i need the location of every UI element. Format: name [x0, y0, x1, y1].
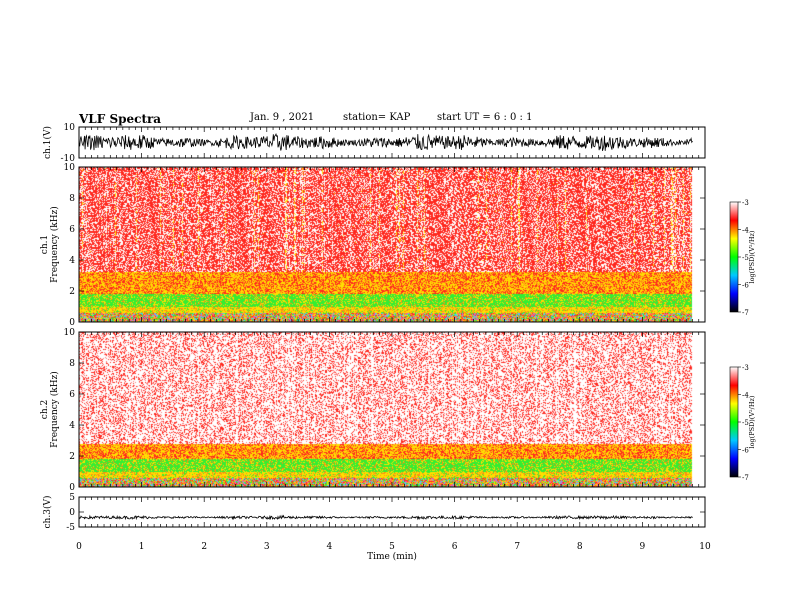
ch1-spectrogram-image [79, 167, 705, 322]
y-tick-label: 0 [69, 483, 75, 493]
chart-title: VLF Spectra [79, 112, 162, 126]
x-tick-label: 5 [389, 542, 395, 552]
colorbar-1 [729, 201, 739, 313]
y-tick-label: 10 [64, 328, 76, 338]
colorbar-label: log(PSD)(V²/Hz) [748, 230, 756, 283]
colorbar-tick-label: -3 [742, 199, 749, 207]
y-tick-label: 0 [69, 508, 75, 518]
start-ut-label: start UT = 6 : 0 : 1 [437, 112, 533, 123]
ch3-waveform-ylabel: ch.3(V) [42, 496, 53, 529]
station-label: station= KAP [343, 112, 411, 123]
y-tick-label: -5 [66, 523, 75, 533]
y-tick-label: 10 [64, 123, 76, 133]
y-tick-label: 8 [69, 194, 75, 204]
y-tick-label: 6 [69, 225, 75, 235]
y-tick-label: 4 [69, 421, 75, 431]
x-tick-label: 2 [201, 542, 207, 552]
y-tick-label: 2 [69, 452, 75, 462]
y-tick-label: 8 [69, 359, 75, 369]
ch1-spectrogram-ylabel: ch.1 [40, 235, 50, 254]
x-tick-label: 3 [264, 542, 270, 552]
y-tick-label: 4 [69, 256, 75, 266]
ch1-waveform-ylabel: ch.1(V) [42, 126, 53, 159]
colorbar-label: log(PSD)(V²/Hz) [748, 395, 756, 448]
y-tick-label: 6 [69, 390, 75, 400]
ch1-waveform-line [78, 132, 693, 152]
x-tick-label: 4 [327, 542, 333, 552]
colorbar-tick-label: -7 [742, 474, 749, 482]
colorbar-tick-label: -3 [742, 364, 749, 372]
y-tick-label: 5 [69, 493, 75, 503]
colorbar-tick-label: -5 [742, 419, 749, 427]
x-tick-label: 9 [640, 542, 646, 552]
x-tick-label: 10 [699, 542, 711, 552]
colorbar-2 [729, 366, 739, 478]
ch1-spectrogram-ylabel: Frequency (kHz) [49, 206, 60, 283]
x-tick-label: 0 [76, 542, 82, 552]
ch2-spectrogram-ylabel: Frequency (kHz) [49, 371, 60, 448]
x-tick-label: 8 [577, 542, 583, 552]
ch2-spectrogram-image [79, 332, 705, 487]
ch2-spectrogram-ylabel: ch.2 [40, 400, 50, 419]
y-tick-label: 2 [69, 287, 75, 297]
y-tick-label: 10 [64, 163, 76, 173]
x-tick-label: 7 [514, 542, 520, 552]
colorbar-tick-label: -6 [742, 447, 749, 455]
colorbar-tick-label: -6 [742, 282, 749, 290]
y-tick-label: 0 [69, 318, 75, 328]
date-label: Jan. 9 , 2021 [250, 112, 315, 123]
y-tick-label: -10 [61, 154, 76, 164]
x-axis-label: Time (min) [367, 551, 417, 562]
colorbar-tick-label: -7 [742, 309, 749, 317]
colorbar-tick-label: -4 [742, 227, 749, 235]
x-tick-label: 1 [139, 542, 145, 552]
colorbar-tick-label: -4 [742, 392, 749, 400]
x-tick-label: 6 [452, 542, 458, 552]
colorbar-tick-label: -5 [742, 254, 749, 262]
ch3-waveform-line [78, 514, 693, 521]
